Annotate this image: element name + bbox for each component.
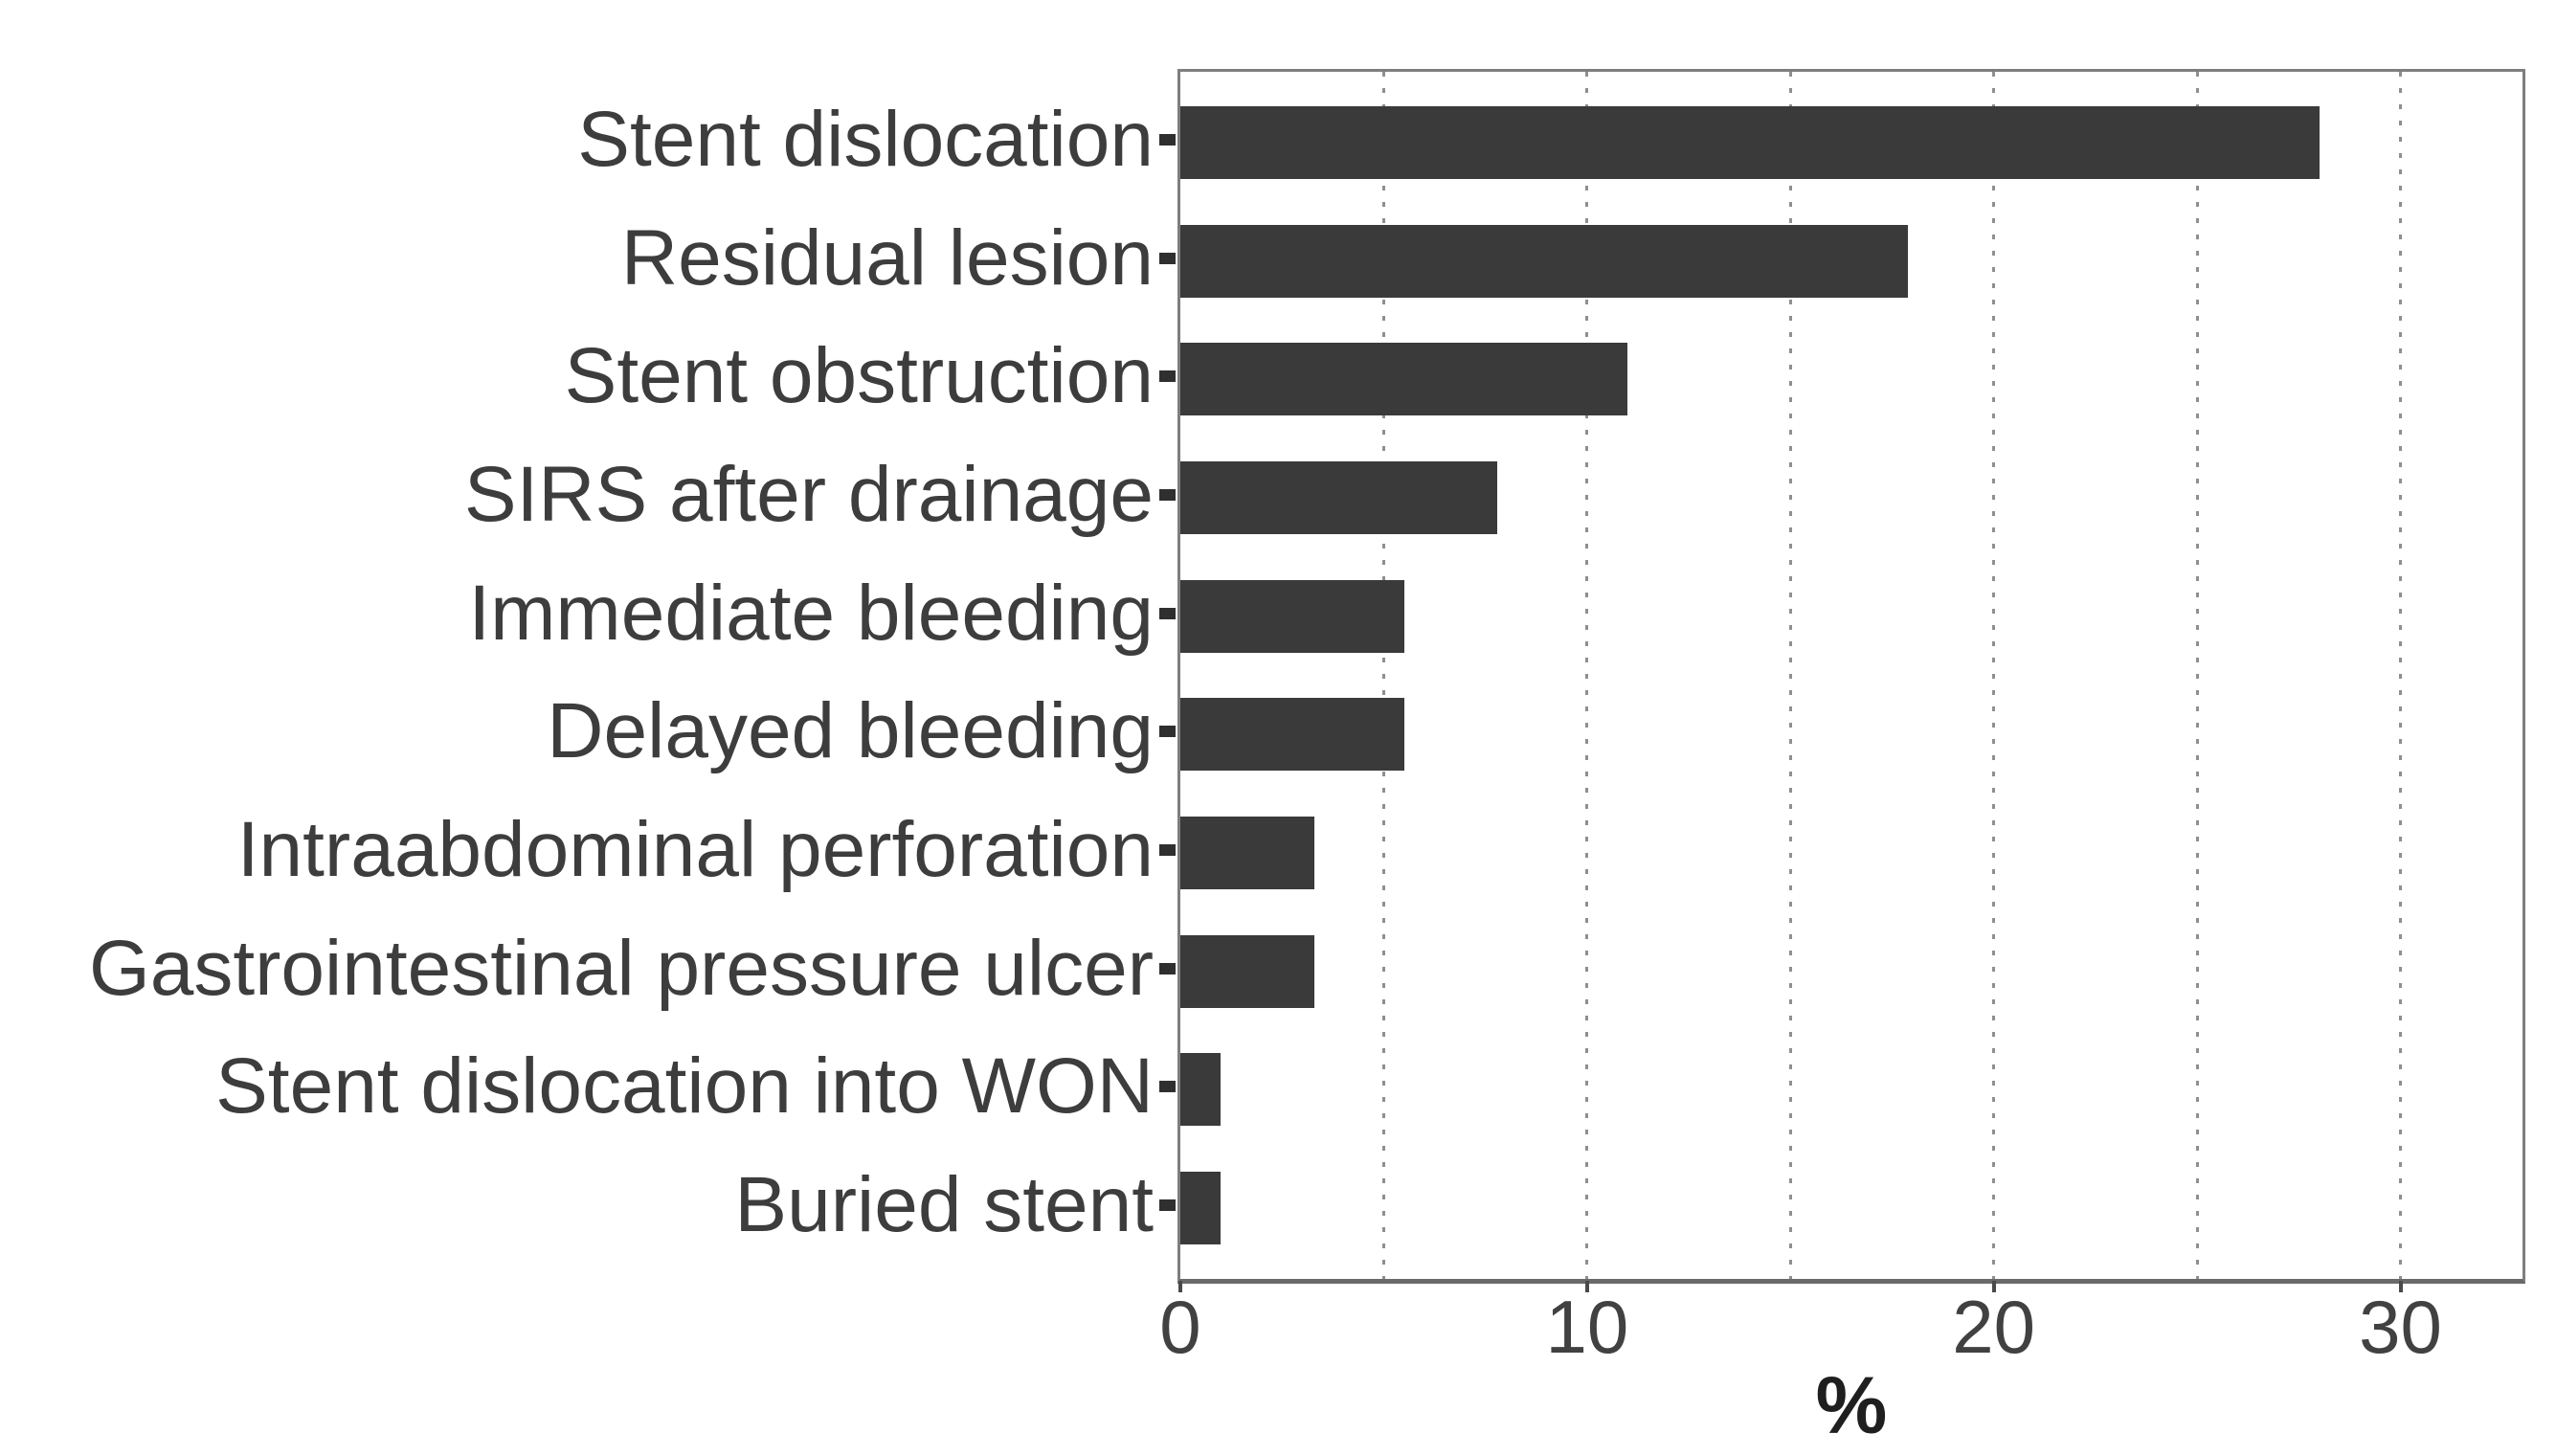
- x-tick-0: [1178, 1281, 1182, 1292]
- gridline-x-30: [2399, 72, 2403, 1279]
- y-tick-immediate-bleeding: [1159, 607, 1176, 619]
- y-tick-sirs-after-drainage: [1159, 489, 1176, 502]
- gridline-x-15: [1788, 72, 1792, 1279]
- category-label-delayed-bleeding: Delayed bleeding: [547, 687, 1154, 775]
- x-axis-title: %: [1815, 1360, 1888, 1450]
- category-label-residual-lesion: Residual lesion: [620, 213, 1154, 302]
- category-label-sirs-after-drainage: SIRS after drainage: [463, 451, 1154, 539]
- category-label-stent-dislocation-into-won: Stent dislocation into WON: [215, 1042, 1154, 1131]
- category-label-stent-obstruction: Stent obstruction: [564, 332, 1154, 420]
- category-label-buried-stent: Buried stent: [734, 1160, 1154, 1248]
- category-label-intraabdominal-perforation: Intraabdominal perforation: [236, 805, 1154, 893]
- y-tick-stent-dislocation-into-won: [1159, 1081, 1176, 1093]
- x-tick-30: [2398, 1281, 2403, 1292]
- bar-sirs-after-drainage: [1180, 461, 1498, 535]
- bar-immediate-bleeding: [1180, 579, 1404, 653]
- x-tick-label-20: 20: [1952, 1285, 2036, 1369]
- category-label-gastrointestinal-pressure-ulcer: Gastrointestinal pressure ulcer: [88, 924, 1154, 1012]
- x-tick-label-0: 0: [1159, 1285, 1201, 1369]
- x-tick-20: [1991, 1281, 1996, 1292]
- y-tick-intraabdominal-perforation: [1159, 843, 1176, 856]
- bar-gastrointestinal-pressure-ulcer: [1180, 934, 1315, 1008]
- bar-intraabdominal-perforation: [1180, 816, 1315, 889]
- category-label-immediate-bleeding: Immediate bleeding: [468, 569, 1154, 657]
- gridline-x-5: [1381, 72, 1385, 1279]
- y-tick-stent-obstruction: [1159, 370, 1176, 383]
- gridline-x-25: [2195, 72, 2199, 1279]
- bar-stent-obstruction: [1180, 343, 1628, 416]
- gridline-x-20: [1992, 72, 1996, 1279]
- bar-residual-lesion: [1180, 224, 1909, 298]
- plot-panel: [1177, 69, 2525, 1284]
- x-tick-label-10: 10: [1545, 1285, 1629, 1369]
- y-tick-gastrointestinal-pressure-ulcer: [1159, 962, 1176, 974]
- category-label-stent-dislocation: Stent dislocation: [577, 96, 1154, 184]
- y-tick-residual-lesion: [1159, 252, 1176, 264]
- bar-buried-stent: [1180, 1171, 1222, 1244]
- bar-stent-dislocation: [1180, 106, 2320, 180]
- y-tick-delayed-bleeding: [1159, 726, 1176, 738]
- x-tick-10: [1584, 1281, 1589, 1292]
- y-tick-buried-stent: [1159, 1198, 1176, 1211]
- x-tick-label-30: 30: [2359, 1285, 2442, 1369]
- bar-delayed-bleeding: [1180, 698, 1404, 772]
- y-tick-stent-dislocation: [1159, 134, 1176, 146]
- gridline-x-10: [1585, 72, 1589, 1279]
- bar-stent-dislocation-into-won: [1180, 1053, 1222, 1127]
